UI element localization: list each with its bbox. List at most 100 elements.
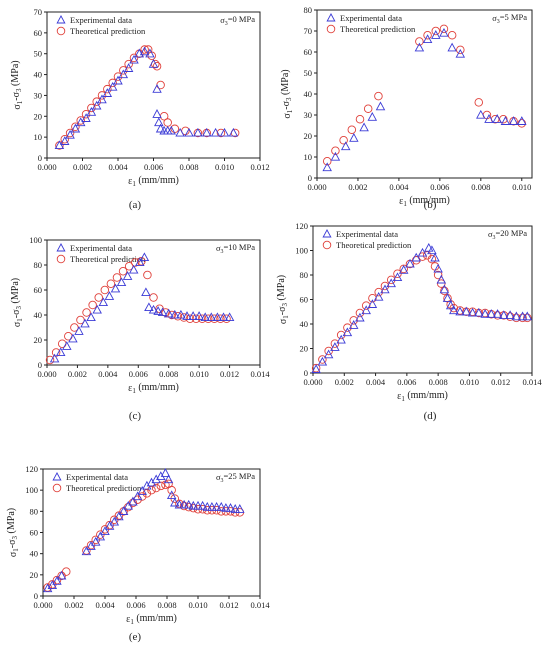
data-point-theoretical: [97, 91, 107, 100]
data-point-experimental: [163, 308, 174, 318]
y-tick-label: 100: [25, 485, 38, 495]
data-point-theoretical: [100, 285, 110, 295]
x-tick-label: 0.000: [37, 162, 56, 172]
x-tick-label: 0.002: [73, 162, 92, 172]
panel-label: (a): [129, 199, 142, 211]
data-point-experimental: [427, 245, 437, 255]
data-point-experimental: [361, 305, 371, 315]
data-point-experimental: [349, 132, 359, 142]
x-axis-label: ε1​ (mm/mm): [399, 195, 450, 208]
y-tick-label: 40: [304, 89, 313, 99]
y-axis-label: σ1​-σ3​ (MPa): [276, 275, 290, 324]
y-tick-label: 40: [30, 549, 39, 559]
y-tick-label: 120: [25, 464, 38, 474]
data-point-theoretical: [437, 279, 446, 288]
data-point-experimental: [142, 480, 152, 490]
series-experimental: [311, 242, 533, 373]
x-tick-label: 0.012: [250, 162, 269, 172]
series-experimental: [54, 46, 239, 150]
data-point-experimental: [449, 305, 459, 315]
data-point-experimental: [98, 297, 109, 307]
data-point-experimental: [170, 497, 180, 507]
legend-label-theoretical: Theoretical prediction: [70, 254, 146, 264]
series-theoretical: [45, 257, 231, 365]
data-point-theoretical: [167, 310, 177, 320]
data-point-experimental: [486, 309, 497, 318]
data-point-theoretical: [81, 109, 91, 119]
data-point-experimental: [70, 123, 81, 133]
x-axis-label: ε1​ (mm/mm): [128, 175, 179, 188]
data-point-experimental: [476, 109, 486, 119]
data-point-experimental: [95, 531, 106, 541]
data-point-experimental: [422, 34, 433, 44]
x-tick-label: 0.004: [108, 162, 128, 172]
y-axis-label: σ1​-σ3​ (MPa): [10, 60, 24, 109]
legend-marker-experimental: [326, 13, 336, 22]
data-point-experimental: [114, 511, 124, 521]
y-tick-label: 0: [304, 368, 308, 378]
x-tick-label: 0.004: [95, 600, 115, 610]
data-point-theoretical: [65, 128, 75, 138]
data-point-experimental: [47, 580, 58, 590]
data-point-theoretical: [363, 104, 373, 113]
data-point-experimental: [182, 311, 192, 320]
legend-marker-experimental: [56, 243, 66, 252]
data-point-theoretical: [330, 339, 340, 348]
data-point-theoretical: [119, 66, 128, 75]
data-point-experimental: [128, 264, 139, 274]
y-tick-label: 60: [34, 28, 43, 38]
data-point-theoretical: [427, 254, 437, 264]
data-point-experimental: [330, 151, 341, 161]
x-tick-label: 0.000: [33, 600, 52, 610]
data-point-experimental: [118, 506, 129, 515]
chart-panel-a: 0.000 0.002 0.004 0.006 0.008 0.010 0.012 0 10 20…: [10, 7, 269, 211]
data-point-experimental: [113, 75, 123, 85]
data-point-theoretical: [51, 348, 61, 357]
data-point-theoretical: [433, 270, 443, 280]
data-point-experimental: [492, 309, 503, 318]
data-point-experimental: [109, 516, 120, 526]
data-point-experimental: [210, 127, 221, 137]
y-tick-label: 80: [30, 506, 39, 516]
y-tick-label: 100: [295, 246, 308, 256]
data-point-theoretical: [87, 103, 96, 113]
data-point-theoretical: [355, 114, 365, 124]
data-point-experimental: [367, 111, 378, 121]
legend-label-experimental: Experimental data: [340, 13, 402, 23]
data-point-theoretical: [349, 316, 358, 325]
x-axis-label: ε1​ (mm/mm): [128, 382, 179, 395]
data-point-theoretical: [336, 330, 346, 340]
y-tick-label: 20: [34, 335, 43, 345]
x-tick-label: 0.006: [397, 377, 416, 387]
legend-marker-theoretical: [52, 483, 62, 493]
data-point-experimental: [153, 306, 163, 315]
y-tick-label: 80: [34, 260, 43, 270]
y-tick-label: 30: [34, 90, 43, 100]
data-point-theoretical: [374, 91, 383, 101]
data-point-theoretical: [130, 258, 140, 267]
data-point-experimental: [68, 333, 78, 343]
x-tick-label: 0.008: [159, 369, 178, 379]
data-point-experimental: [224, 312, 235, 322]
data-point-theoretical: [512, 313, 521, 323]
data-point-theoretical: [173, 312, 183, 321]
data-point-theoretical: [143, 270, 152, 280]
chart-panel-c: 0.000 0.002 0.004 0.006 0.008 0.010 0.012 0.014…: [10, 235, 270, 422]
legend-label-experimental: Experimental data: [70, 243, 132, 253]
data-point-experimental: [107, 81, 118, 91]
legend-marker-experimental: [322, 229, 332, 238]
legend-label-experimental: Experimental data: [70, 15, 132, 25]
data-point-experimental: [522, 311, 533, 321]
data-point-theoretical: [324, 346, 333, 356]
y-tick-label: 40: [34, 310, 43, 320]
plot-frame: [316, 9, 533, 179]
y-tick-label: 70: [304, 26, 313, 36]
data-point-experimental: [132, 491, 143, 501]
data-point-theoretical: [137, 257, 146, 266]
x-tick-label: 0.014: [522, 377, 542, 387]
data-point-theoretical: [124, 59, 133, 69]
data-point-theoretical: [112, 273, 122, 282]
data-point-theoretical: [380, 281, 390, 291]
data-point-experimental: [517, 311, 528, 321]
data-point-experimental: [129, 54, 139, 64]
